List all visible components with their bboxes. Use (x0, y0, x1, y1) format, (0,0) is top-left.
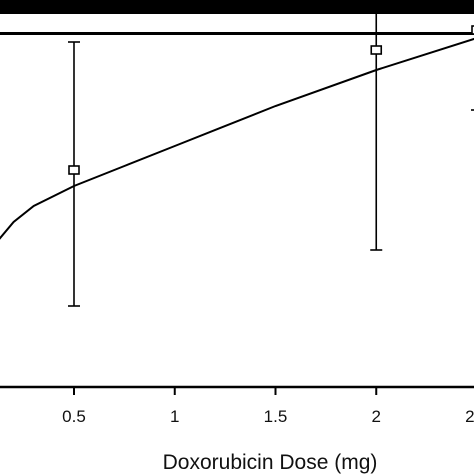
x-axis-ticks (73, 387, 378, 395)
x-tick-label: 1.5 (264, 407, 288, 426)
x-axis-label: Doxorubicin Dose (mg) (163, 451, 378, 474)
data-points (68, 0, 474, 307)
x-axis-tick-labels: 0.5 1 1.5 2 2.5 (62, 407, 474, 426)
square-marker (68, 165, 80, 175)
x-tick-label: 2 (372, 407, 381, 426)
data-point (370, 0, 383, 251)
square-marker (370, 45, 383, 55)
square-marker (471, 25, 474, 35)
fit-curve (0, 37, 474, 240)
data-point (68, 41, 80, 307)
top-black-band (0, 0, 474, 14)
x-tick-label: 2.5 (465, 407, 474, 426)
x-tick-label: 1 (170, 407, 179, 426)
x-tick-label: 0.5 (62, 407, 86, 426)
data-point (471, 25, 474, 111)
